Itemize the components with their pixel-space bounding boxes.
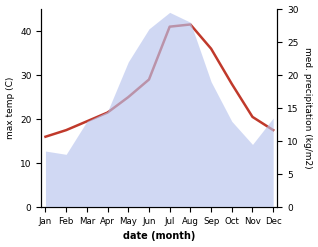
X-axis label: date (month): date (month) <box>123 231 196 242</box>
Y-axis label: max temp (C): max temp (C) <box>5 77 15 139</box>
Y-axis label: med. precipitation (kg/m2): med. precipitation (kg/m2) <box>303 47 313 169</box>
